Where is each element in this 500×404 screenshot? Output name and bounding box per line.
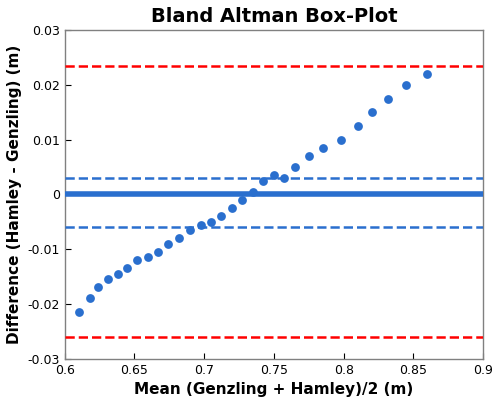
Point (337, 137, 345, 143)
Point (270, 172, 278, 179)
Point (259, 177, 267, 184)
Title: Bland Altman Box-Plot: Bland Altman Box-Plot (150, 7, 397, 26)
Point (207, 219, 215, 225)
Point (291, 164, 299, 170)
Point (228, 205, 236, 211)
Point (368, 109, 376, 116)
Point (238, 197, 246, 203)
Y-axis label: Difference (Hamley - Genzling) (m): Difference (Hamley - Genzling) (m) (7, 45, 22, 344)
Point (104, 276, 112, 282)
Point (305, 153, 313, 160)
Point (74, 309, 82, 316)
Point (217, 213, 225, 220)
Point (424, 71, 432, 77)
Point (94, 284, 102, 291)
Point (175, 235, 183, 242)
Point (86, 295, 94, 302)
Point (134, 257, 141, 263)
Point (124, 265, 132, 271)
Point (249, 189, 257, 195)
X-axis label: Mean (Genzling + Hamley)/2 (m): Mean (Genzling + Hamley)/2 (m) (134, 382, 413, 397)
Point (280, 175, 287, 181)
Point (402, 82, 410, 88)
Point (198, 221, 205, 228)
Point (354, 123, 362, 129)
Point (186, 227, 194, 233)
Point (154, 249, 162, 255)
Point (164, 240, 172, 247)
Point (114, 271, 122, 277)
Point (384, 95, 392, 102)
Point (144, 254, 152, 261)
Point (318, 145, 326, 151)
